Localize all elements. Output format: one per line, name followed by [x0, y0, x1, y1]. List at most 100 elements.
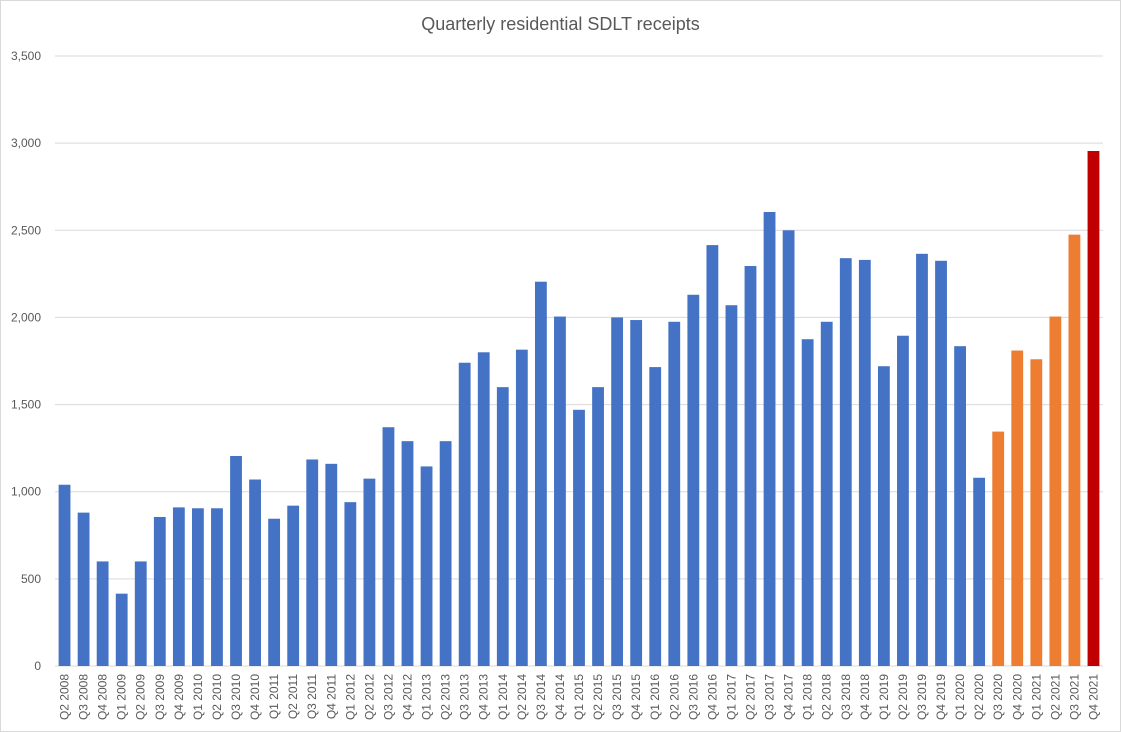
bar [573, 409, 585, 666]
x-tick-label: Q1 2015 [572, 674, 586, 720]
bar [534, 281, 547, 666]
y-tick-label: 500 [21, 572, 41, 586]
bar [763, 211, 776, 666]
bar [401, 441, 414, 666]
bar [420, 466, 433, 666]
x-tick-label: Q3 2017 [763, 674, 777, 720]
bar [515, 349, 528, 666]
bar [96, 561, 109, 666]
y-tick-label: 2,000 [11, 310, 41, 324]
x-tick-label: Q3 2016 [686, 674, 700, 720]
x-tick-label: Q2 2009 [134, 674, 148, 720]
x-tick-label: Q4 2019 [934, 674, 948, 720]
x-tick-label: Q3 2021 [1067, 674, 1081, 720]
bar [649, 367, 662, 666]
bar [935, 260, 947, 666]
x-tick-label: Q1 2018 [801, 674, 815, 720]
bar [1068, 234, 1081, 666]
x-tick-label: Q3 2019 [915, 674, 929, 720]
bar [992, 431, 1005, 666]
x-tick-label: Q1 2020 [953, 674, 967, 720]
bar [782, 230, 795, 667]
x-tick-label: Q3 2014 [534, 674, 548, 720]
bar [477, 352, 490, 666]
x-tick-label: Q3 2020 [991, 674, 1005, 720]
x-tick-label: Q1 2017 [724, 674, 738, 720]
bar [58, 484, 71, 666]
x-tick-label: Q1 2021 [1029, 674, 1043, 720]
x-tick-label: Q4 2020 [1010, 674, 1024, 720]
bar [706, 245, 719, 666]
x-tick-label: Q4 2011 [324, 674, 338, 719]
bar [134, 561, 147, 666]
x-tick-label: Q3 2010 [229, 674, 243, 720]
x-tick-label: Q2 2014 [515, 674, 529, 720]
bar [744, 266, 757, 666]
bar [839, 258, 852, 666]
x-tick-label: Q2 2008 [58, 674, 72, 720]
bar [630, 320, 643, 666]
bar [858, 259, 871, 666]
bar [306, 459, 319, 666]
bar [192, 508, 204, 666]
bar [725, 305, 738, 666]
bar [249, 479, 261, 666]
x-tick-label: Q4 2015 [629, 674, 643, 720]
bar [801, 339, 814, 666]
y-axis-labels: 0 500 1,000 1,500 2,000 2,500 3,000 3,500 [11, 49, 41, 673]
bar [439, 441, 452, 666]
bar [554, 316, 566, 666]
bar [877, 366, 890, 666]
x-tick-label: Q4 2009 [172, 674, 186, 720]
x-tick-label: Q3 2015 [610, 674, 624, 720]
x-tick-label: Q4 2013 [477, 674, 491, 720]
bar [1030, 359, 1043, 666]
y-tick-label: 3,500 [11, 49, 41, 63]
bar [211, 508, 223, 666]
x-tick-label: Q2 2018 [820, 674, 834, 720]
x-tick-label: Q3 2009 [153, 674, 167, 720]
x-tick-label: Q3 2008 [77, 674, 91, 720]
x-tick-label: Q2 2017 [743, 674, 757, 720]
bar [172, 507, 185, 666]
x-tick-label: Q1 2016 [648, 674, 662, 720]
x-tick-label: Q3 2013 [458, 674, 472, 720]
x-axis-labels: Q2 2008 Q3 2008 Q4 2008 Q1 2009 Q2 2009 Q3 20… [58, 674, 1101, 720]
bar [458, 362, 471, 666]
x-tick-label: Q2 2011 [286, 674, 300, 719]
bar [687, 294, 700, 666]
x-tick-label: Q3 2012 [381, 674, 395, 720]
x-tick-label: Q3 2018 [839, 674, 853, 720]
x-tick-label: Q4 2021 [1086, 674, 1100, 720]
x-tick-label: Q2 2010 [210, 674, 224, 720]
chart-title: Quarterly residential SDLT receipts [421, 14, 700, 34]
x-tick-label: Q1 2009 [115, 674, 129, 720]
x-tick-label: Q2 2013 [439, 674, 453, 720]
y-tick-label: 3,000 [11, 136, 41, 150]
bar [897, 335, 909, 666]
bar [115, 593, 128, 666]
bar [820, 321, 833, 666]
x-tick-label: Q1 2010 [191, 674, 205, 720]
bar [153, 516, 166, 666]
y-tick-label: 1,000 [11, 485, 41, 499]
x-tick-label: Q2 2019 [896, 674, 910, 720]
x-tick-label: Q2 2012 [362, 674, 376, 720]
x-tick-label: Q4 2008 [96, 674, 110, 720]
bar [268, 518, 281, 666]
bar [287, 505, 300, 666]
x-tick-label: Q4 2018 [858, 674, 872, 720]
bar [1087, 150, 1100, 666]
x-tick-label: Q4 2014 [553, 674, 567, 720]
x-tick-label: Q3 2011 [305, 674, 319, 719]
x-tick-label: Q4 2012 [401, 674, 415, 720]
bar [363, 478, 376, 666]
x-tick-label: Q2 2016 [667, 674, 681, 720]
bars [58, 150, 1100, 667]
bar [382, 427, 395, 666]
bar [1011, 350, 1024, 666]
x-tick-label: Q1 2014 [496, 674, 510, 720]
bar [954, 346, 966, 666]
bar [973, 477, 986, 666]
